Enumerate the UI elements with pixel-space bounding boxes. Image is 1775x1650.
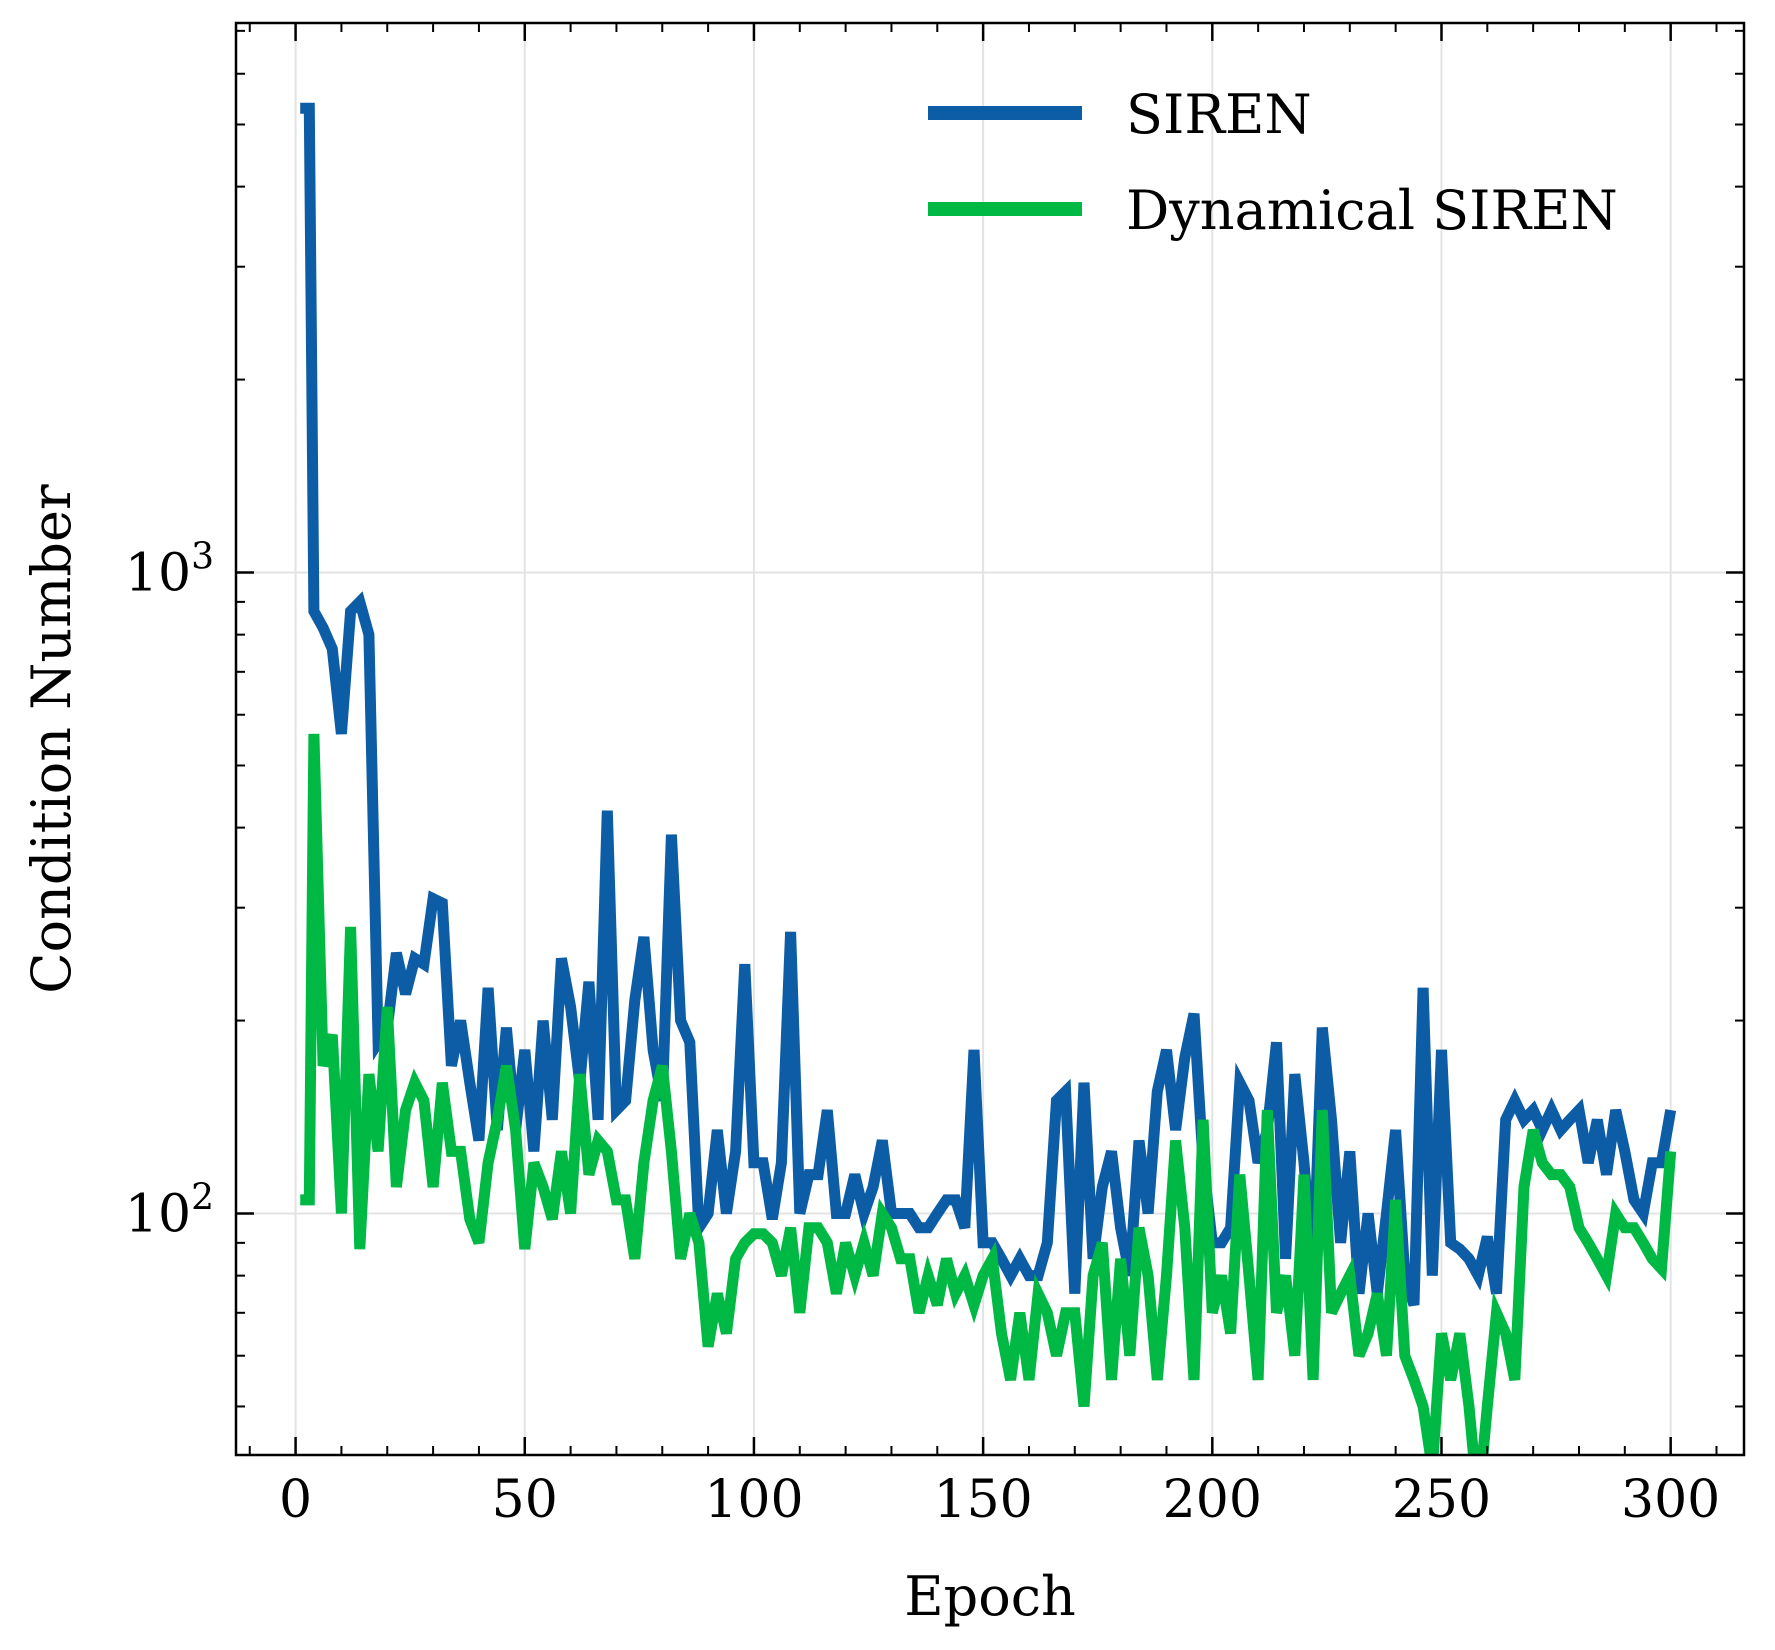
grid [236, 23, 1744, 1455]
series-lines [300, 102, 1677, 1455]
legend-label: Dynamical SIREN [1126, 179, 1618, 242]
x-tick-label: 0 [279, 1470, 312, 1530]
x-tick-label: 200 [1163, 1470, 1262, 1530]
x-tick-label: 150 [933, 1470, 1032, 1530]
x-axis-title: Epoch [904, 1565, 1076, 1628]
x-tick-label: 300 [1621, 1470, 1720, 1530]
y-tick-labels: 102 103 [125, 537, 214, 1245]
series-line-siren [300, 102, 1677, 1307]
series-line-dynamical-siren [300, 733, 1677, 1455]
x-tick-label: 50 [492, 1470, 558, 1530]
y-axis-title: Condition Number [20, 484, 83, 994]
legend: SIREN Dynamical SIREN [928, 83, 1618, 242]
plot-frame [234, 21, 1746, 1457]
axis-ticks [236, 23, 1744, 1455]
y-tick-label: 102 [125, 1178, 214, 1245]
x-tick-label: 100 [704, 1470, 803, 1530]
legend-label: SIREN [1126, 83, 1312, 146]
x-tick-label: 250 [1392, 1470, 1491, 1530]
x-tick-labels: 0 50 100 150 200 250 300 [279, 1470, 1720, 1530]
y-tick-label: 103 [125, 537, 214, 604]
